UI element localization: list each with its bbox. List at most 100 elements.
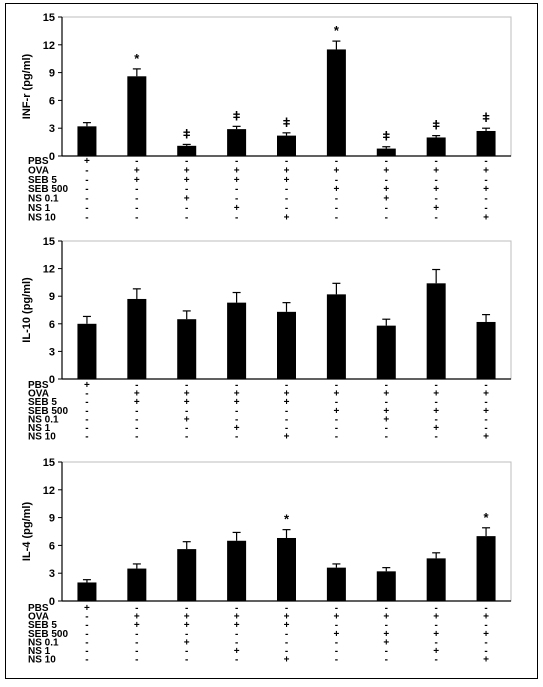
condition-sign: +	[383, 184, 389, 195]
condition-sign: -	[484, 646, 487, 657]
condition-sign: +	[284, 655, 290, 666]
condition-sign: -	[185, 156, 188, 167]
condition-sign: -	[484, 380, 487, 391]
condition-sign: -	[335, 603, 338, 614]
condition-label: NS 0.1	[28, 414, 59, 425]
condition-sign: +	[433, 165, 439, 176]
bar	[127, 568, 147, 601]
condition-sign: -	[434, 156, 437, 167]
condition-sign: -	[434, 620, 437, 631]
condition-sign: -	[385, 655, 388, 666]
condition-sign: -	[135, 203, 138, 214]
condition-sign: -	[285, 414, 288, 425]
condition-sign: -	[235, 380, 238, 391]
condition-sign: -	[135, 603, 138, 614]
condition-sign: +	[284, 389, 290, 400]
condition-sign: -	[484, 423, 487, 434]
condition-sign: +	[134, 612, 140, 623]
condition-sign: +	[134, 165, 140, 176]
condition-sign: -	[434, 655, 437, 666]
condition-sign: -	[235, 655, 238, 666]
condition-label: NS 1	[28, 423, 51, 434]
condition-sign: +	[284, 212, 290, 223]
condition-sign: -	[285, 184, 288, 195]
condition-sign: -	[285, 423, 288, 434]
condition-sign: -	[335, 646, 338, 657]
condition-sign: -	[85, 389, 88, 400]
condition-sign: +	[84, 603, 90, 614]
condition-sign: -	[235, 156, 238, 167]
condition-sign: +	[383, 414, 389, 425]
condition-sign: -	[385, 156, 388, 167]
condition-label: PBS	[28, 156, 49, 167]
condition-sign: +	[284, 175, 290, 186]
condition-sign: -	[85, 646, 88, 657]
condition-sign: -	[385, 620, 388, 631]
condition-label: NS 1	[28, 646, 51, 657]
condition-sign: -	[484, 603, 487, 614]
y-tick-label: 12	[43, 485, 55, 497]
condition-sign: -	[285, 203, 288, 214]
bar	[227, 302, 247, 379]
condition-sign: -	[484, 620, 487, 631]
condition-sign: +	[383, 612, 389, 623]
condition-sign: -	[385, 603, 388, 614]
condition-label: NS 10	[28, 432, 56, 443]
condition-sign: -	[85, 165, 88, 176]
condition-sign: -	[185, 406, 188, 417]
y-tick-label: 9	[49, 513, 55, 525]
condition-sign: -	[484, 194, 487, 205]
condition-sign: +	[333, 165, 339, 176]
condition-sign: +	[483, 165, 489, 176]
condition-sign: -	[235, 637, 238, 648]
condition-sign: +	[284, 612, 290, 623]
condition-sign: +	[284, 432, 290, 443]
condition-sign: -	[185, 212, 188, 223]
condition-sign: -	[85, 212, 88, 223]
condition-sign: -	[285, 629, 288, 640]
bar	[277, 135, 296, 156]
y-tick-label: 6	[49, 319, 55, 331]
condition-sign: -	[135, 423, 138, 434]
condition-sign: +	[234, 165, 240, 176]
condition-label: SEB 500	[28, 406, 68, 417]
y-tick-label: 15	[43, 236, 55, 248]
condition-sign: +	[184, 414, 190, 425]
bar	[177, 319, 197, 379]
condition-sign: -	[85, 629, 88, 640]
bar	[476, 130, 496, 156]
condition-sign: -	[85, 184, 88, 195]
condition-sign: +	[483, 406, 489, 417]
condition-label: SEB 5	[28, 397, 57, 408]
condition-sign: +	[284, 620, 290, 631]
condition-sign: +	[234, 175, 240, 186]
condition-sign: -	[135, 194, 138, 205]
condition-sign: -	[185, 655, 188, 666]
condition-sign: +	[483, 389, 489, 400]
condition-sign: -	[135, 212, 138, 223]
bar	[426, 283, 446, 379]
condition-sign: +	[234, 423, 240, 434]
condition-sign: -	[85, 203, 88, 214]
condition-sign: -	[235, 184, 238, 195]
bar	[326, 294, 346, 379]
condition-sign: +	[433, 184, 439, 195]
condition-label: NS 10	[28, 212, 56, 223]
y-tick-label: 3	[49, 123, 55, 135]
y-tick-label: 9	[49, 68, 55, 80]
condition-sign: -	[185, 603, 188, 614]
y-tick-label: 15	[43, 12, 55, 24]
condition-sign: +	[134, 397, 140, 408]
condition-sign: -	[335, 423, 338, 434]
bar	[77, 323, 97, 379]
condition-sign: -	[135, 380, 138, 391]
y-tick-label: 12	[43, 40, 55, 52]
condition-label: PBS	[28, 380, 49, 391]
condition-sign: +	[433, 646, 439, 657]
condition-label: NS 1	[28, 203, 51, 214]
condition-sign: +	[383, 165, 389, 176]
condition-sign: -	[385, 646, 388, 657]
condition-sign: -	[135, 655, 138, 666]
condition-sign: +	[333, 629, 339, 640]
condition-sign: +	[134, 175, 140, 186]
